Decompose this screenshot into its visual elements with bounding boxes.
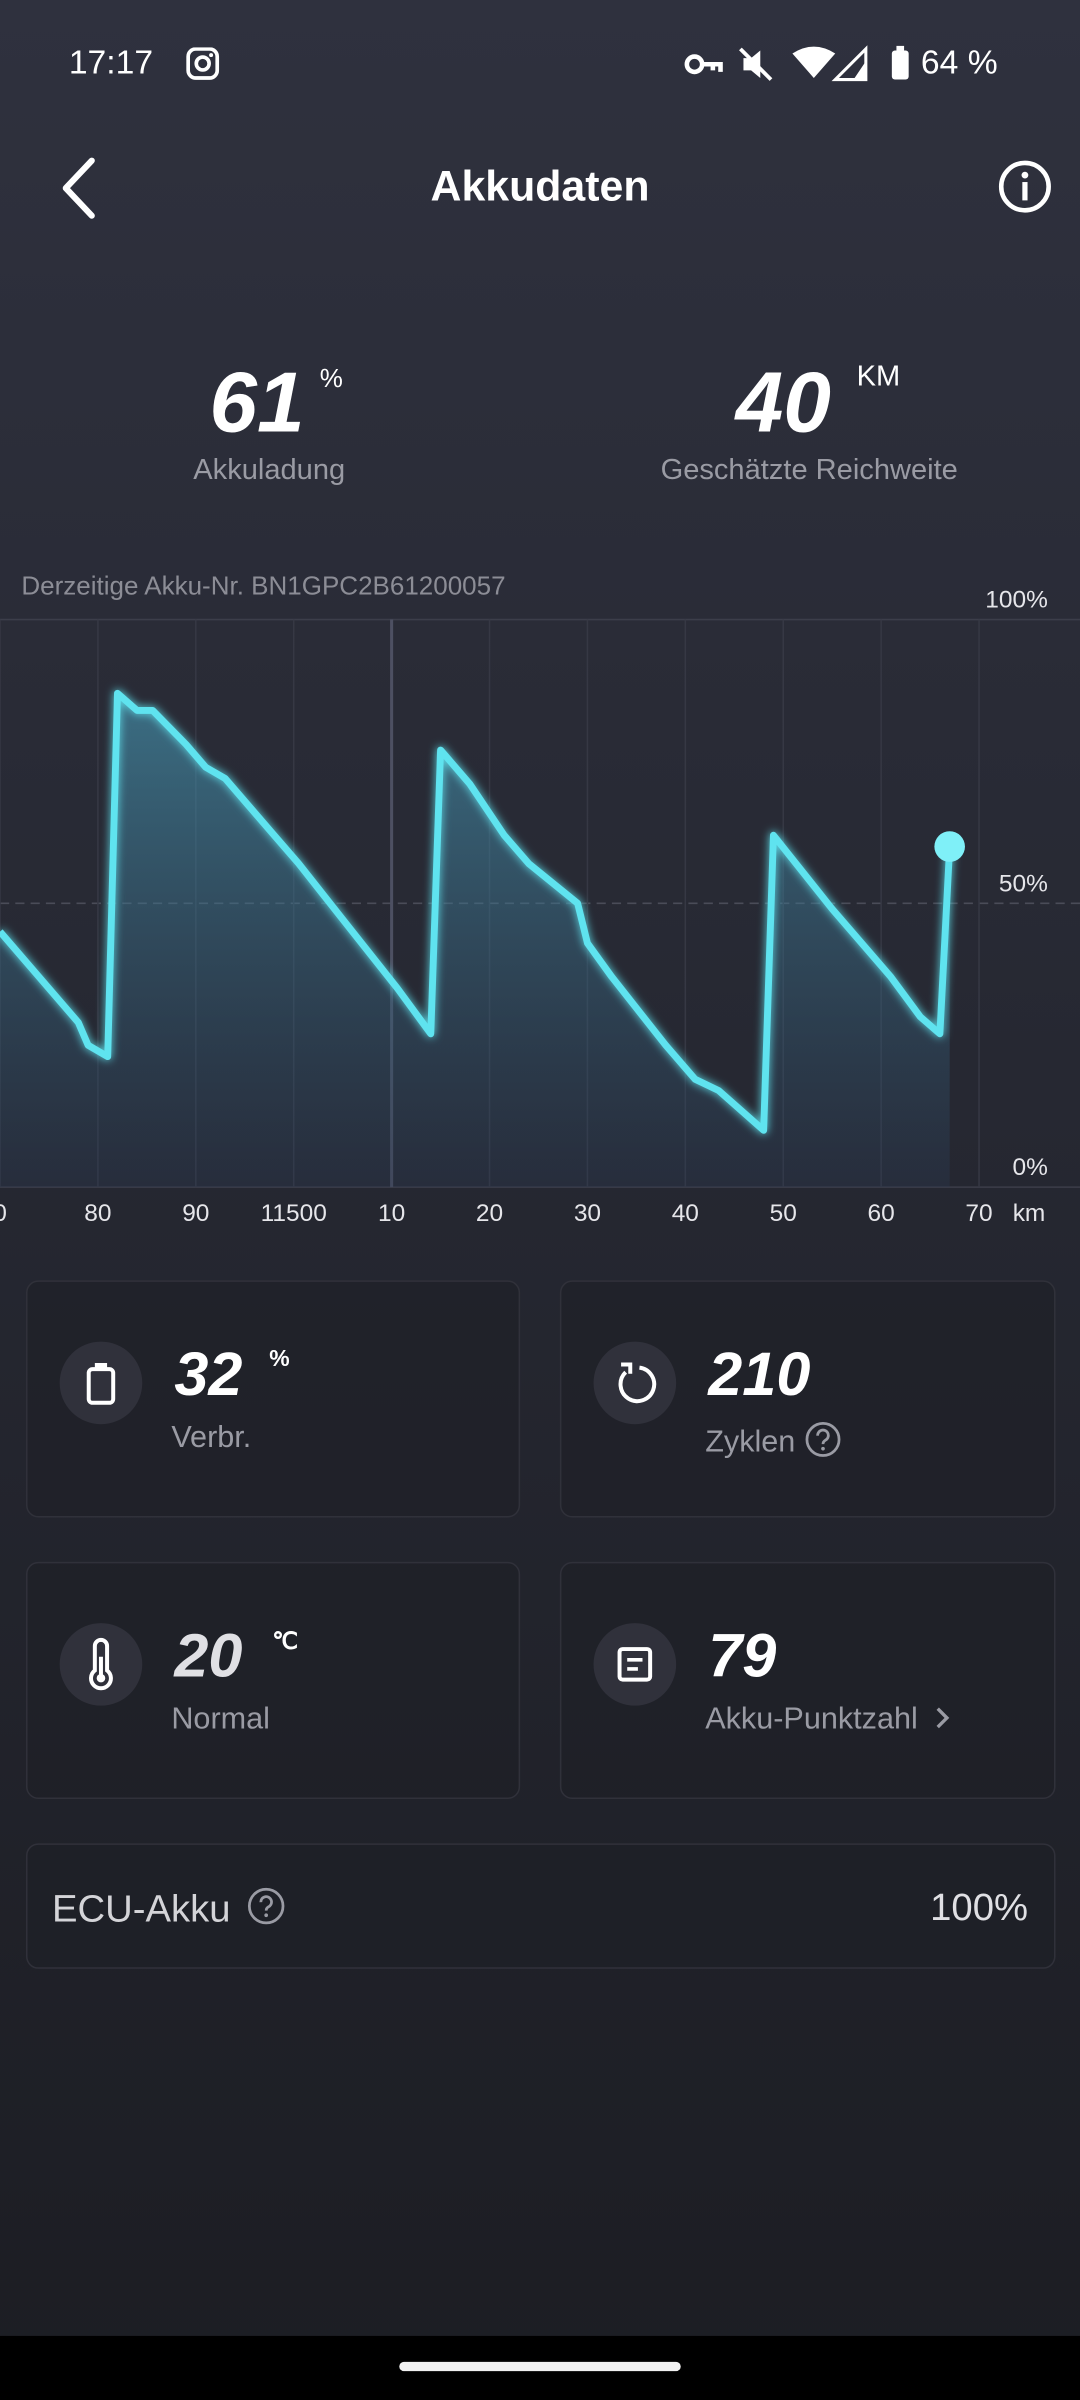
status-icons [684, 45, 909, 82]
ecu-label-text: ECU-Akku [52, 1887, 231, 1931]
x-tick-label: 11500 [261, 1200, 327, 1227]
x-tick-label: 40 [672, 1200, 699, 1227]
help-icon[interactable] [805, 1421, 842, 1458]
range-label: Geschätzte Reichweite [660, 454, 958, 487]
temperature-card: 20 ℃ Normal [26, 1561, 521, 1799]
x-tick-label: 30 [574, 1200, 601, 1227]
info-button[interactable] [997, 159, 1052, 214]
battery-icon [59, 1341, 143, 1425]
temperature-label: Normal [171, 1702, 270, 1737]
x-tick-label: 80 [84, 1200, 111, 1227]
cycles-label: Zyklen [705, 1421, 841, 1461]
chart-subtitle: Derzeitige Akku-Nr. BN1GPC2B61200057 [21, 570, 505, 600]
x-tick-label: 90 [182, 1200, 209, 1227]
consumption-unit: % [269, 1346, 290, 1373]
ecu-value: 100% [930, 1886, 1028, 1930]
score-label: Akku-Punktzahl [705, 1703, 951, 1738]
cycles-card: 210 Zyklen [559, 1280, 1056, 1518]
y-tick-label: 50% [999, 870, 1048, 897]
x-tick-label: 0 [0, 1200, 7, 1227]
help-icon[interactable] [246, 1886, 286, 1926]
x-axis-unit: km [1013, 1200, 1046, 1227]
cycles-label-text: Zyklen [705, 1425, 796, 1460]
x-tick-label: 50 [770, 1200, 797, 1227]
home-indicator[interactable] [399, 2361, 681, 2372]
cycle-icon [593, 1341, 677, 1425]
ecu-label: ECU-Akku [52, 1886, 286, 1932]
navigation-bar [0, 2335, 1080, 2400]
score-label-text: Akku-Punktzahl [705, 1702, 918, 1737]
thermometer-icon [59, 1623, 143, 1706]
charge-label: Akkuladung [193, 454, 346, 487]
cycles-value: 210 [708, 1341, 811, 1409]
x-tick-label: 10 [378, 1200, 405, 1227]
consumption-card: 32 % Verbr. [26, 1280, 521, 1518]
score-value: 79 [708, 1623, 777, 1691]
x-tick-label: 70 [965, 1200, 992, 1227]
line-area [0, 693, 950, 1188]
score-card[interactable]: 79 Akku-Punktzahl [559, 1561, 1056, 1799]
consumption-value: 32 [174, 1341, 243, 1409]
current-point [934, 831, 965, 862]
range-unit: KM [856, 361, 901, 394]
battery-text: 64 % [920, 42, 998, 82]
temperature-unit: ℃ [272, 1629, 299, 1656]
chevron-icon [936, 1707, 950, 1729]
back-button[interactable] [58, 156, 104, 220]
temperature-value: 20 [174, 1623, 243, 1691]
line [0, 689, 954, 1134]
y-tick-label: 100% [985, 587, 1048, 614]
page-title: Akkudaten [430, 162, 650, 210]
charge-value: 61 [209, 353, 305, 450]
consumption-label: Verbr. [171, 1421, 252, 1455]
x-tick-label: 20 [476, 1200, 503, 1227]
x-tick-label: 60 [868, 1200, 895, 1227]
y-tick-label: 0% [1013, 1154, 1048, 1181]
ecu-card: ECU-Akku 100% [26, 1843, 1056, 1969]
score-icon [593, 1623, 677, 1706]
instagram-icon [186, 47, 220, 80]
battery-chart: Derzeitige Akku-Nr. BN1GPC2B61200057 km … [0, 570, 1080, 1227]
charge-unit: % [319, 364, 343, 394]
status-time: 17:17 [68, 42, 154, 82]
range-value: 40 [735, 353, 831, 450]
